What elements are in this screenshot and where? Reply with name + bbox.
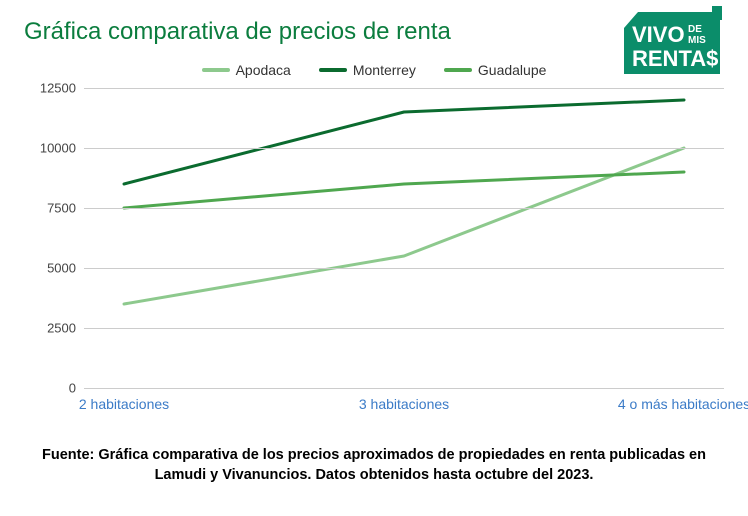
y-axis-label: 2500 bbox=[26, 321, 76, 336]
logo: VIVO DE MIS RENTA$ bbox=[624, 12, 724, 82]
legend-swatch bbox=[444, 68, 472, 72]
legend-label: Monterrey bbox=[353, 62, 416, 78]
plot bbox=[84, 88, 724, 388]
y-axis-label: 10000 bbox=[26, 141, 76, 156]
y-axis-label: 7500 bbox=[26, 201, 76, 216]
logo-line3: RENTA$ bbox=[632, 46, 718, 71]
legend-swatch bbox=[202, 68, 230, 72]
legend-label: Guadalupe bbox=[478, 62, 547, 78]
logo-line1: VIVO bbox=[632, 22, 685, 47]
series-line bbox=[124, 172, 684, 208]
footer-source: Fuente: Gráfica comparativa de los preci… bbox=[0, 438, 748, 485]
legend-swatch bbox=[319, 68, 347, 72]
legend-item: Guadalupe bbox=[444, 62, 547, 78]
series-line bbox=[124, 148, 684, 304]
chart-area: 025005000750010000125002 habitaciones3 h… bbox=[84, 88, 724, 428]
series-line bbox=[124, 100, 684, 184]
legend-label: Apodaca bbox=[236, 62, 291, 78]
chart-title: Gráfica comparativa de precios de renta bbox=[24, 18, 451, 46]
logo-line2a: DE bbox=[688, 24, 702, 35]
x-axis-label: 3 habitaciones bbox=[359, 396, 449, 412]
gridline bbox=[84, 88, 724, 89]
legend-item: Monterrey bbox=[319, 62, 416, 78]
legend: Apodaca Monterrey Guadalupe bbox=[24, 62, 724, 78]
logo-line2b: MIS bbox=[688, 35, 706, 46]
legend-item: Apodaca bbox=[202, 62, 291, 78]
y-axis-label: 0 bbox=[26, 381, 76, 396]
gridline bbox=[84, 268, 724, 269]
gridline bbox=[84, 208, 724, 209]
gridline bbox=[84, 388, 724, 389]
y-axis-label: 5000 bbox=[26, 261, 76, 276]
x-axis-label: 4 o más habitaciones bbox=[618, 396, 748, 412]
y-axis-label: 12500 bbox=[26, 81, 76, 96]
gridline bbox=[84, 148, 724, 149]
gridline bbox=[84, 328, 724, 329]
x-axis-label: 2 habitaciones bbox=[79, 396, 169, 412]
